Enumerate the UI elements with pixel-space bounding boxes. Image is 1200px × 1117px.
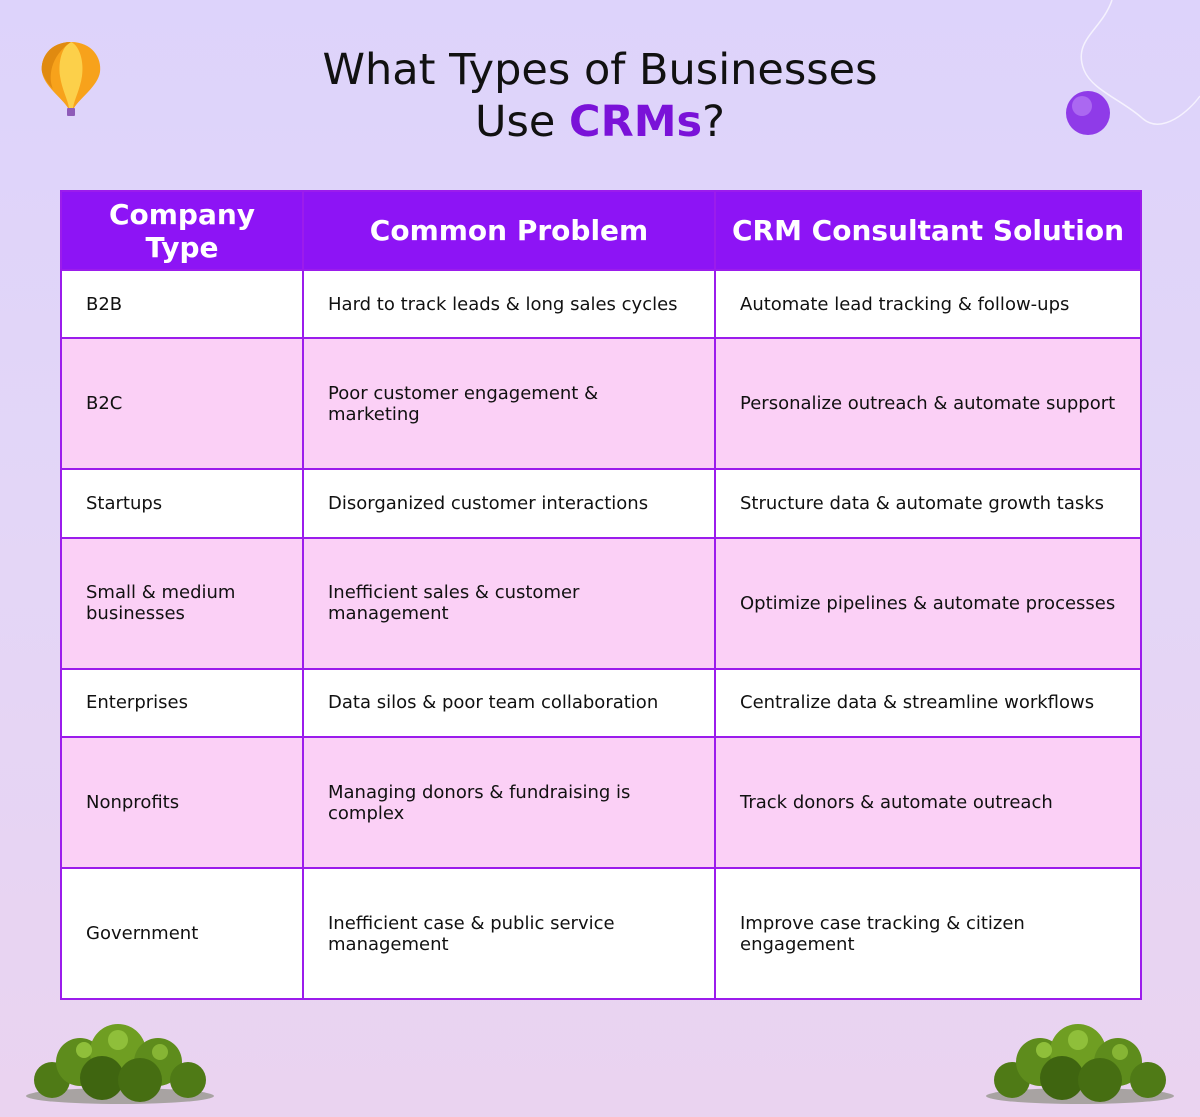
table-row: B2C Poor customer engagement & marketing… bbox=[60, 337, 1142, 471]
cell-problem: Data silos & poor team collaboration bbox=[302, 667, 716, 739]
title-accent-crms: CRMs bbox=[569, 97, 703, 147]
cell-company-type: B2B bbox=[60, 268, 304, 340]
cell-problem: Managing donors & fundraising is complex bbox=[302, 736, 716, 870]
cell-problem: Inefficient case & public service manage… bbox=[302, 867, 716, 1000]
table-row: Startups Disorganized customer interacti… bbox=[60, 468, 1142, 539]
header-crm-solution: CRM Consultant Solution bbox=[714, 190, 1142, 271]
cell-problem: Hard to track leads & long sales cycles bbox=[302, 268, 716, 340]
header-company-type: Company Type bbox=[60, 190, 304, 271]
cell-problem: Disorganized customer interactions bbox=[302, 468, 716, 539]
cell-company-type: Government bbox=[60, 867, 304, 1000]
cell-solution: Optimize pipelines & automate processes bbox=[714, 536, 1142, 670]
title-line-1: What Types of Businesses bbox=[322, 45, 878, 95]
cell-company-type: Small & medium businesses bbox=[60, 536, 304, 670]
cell-solution: Personalize outreach & automate support bbox=[714, 337, 1142, 471]
purple-orb-icon bbox=[1066, 0, 1200, 135]
bush-left-icon bbox=[26, 1024, 214, 1104]
cell-solution: Automate lead tracking & follow-ups bbox=[714, 268, 1142, 340]
table-header-row: Company Type Common Problem CRM Consulta… bbox=[60, 190, 1142, 271]
table-row: Nonprofits Managing donors & fundraising… bbox=[60, 736, 1142, 870]
cell-company-type: Startups bbox=[60, 468, 304, 539]
table-row: Government Inefficient case & public ser… bbox=[60, 867, 1142, 1000]
cell-solution: Track donors & automate outreach bbox=[714, 736, 1142, 870]
header-common-problem: Common Problem bbox=[302, 190, 716, 271]
cell-solution: Centralize data & streamline workflows bbox=[714, 667, 1142, 739]
cell-problem: Inefficient sales & customer management bbox=[302, 536, 716, 670]
cell-company-type: Nonprofits bbox=[60, 736, 304, 870]
cell-solution: Structure data & automate growth tasks bbox=[714, 468, 1142, 539]
cell-company-type: B2C bbox=[60, 337, 304, 471]
title-line-2-prefix: Use bbox=[475, 97, 570, 147]
bush-right-icon bbox=[986, 1024, 1174, 1104]
crm-business-types-table: Company Type Common Problem CRM Consulta… bbox=[60, 190, 1142, 1000]
table-row: Small & medium businesses Inefficient sa… bbox=[60, 536, 1142, 670]
table-row: Enterprises Data silos & poor team colla… bbox=[60, 667, 1142, 739]
hot-air-balloon-icon bbox=[41, 42, 101, 116]
cell-solution: Improve case tracking & citizen engageme… bbox=[714, 867, 1142, 1000]
table-row: B2B Hard to track leads & long sales cyc… bbox=[60, 268, 1142, 340]
title-line-2: Use CRMs? bbox=[0, 96, 1200, 148]
title-line-2-suffix: ? bbox=[702, 97, 725, 147]
page-title: What Types of Businesses Use CRMs? bbox=[0, 44, 1200, 148]
cell-problem: Poor customer engagement & marketing bbox=[302, 337, 716, 471]
cell-company-type: Enterprises bbox=[60, 667, 304, 739]
